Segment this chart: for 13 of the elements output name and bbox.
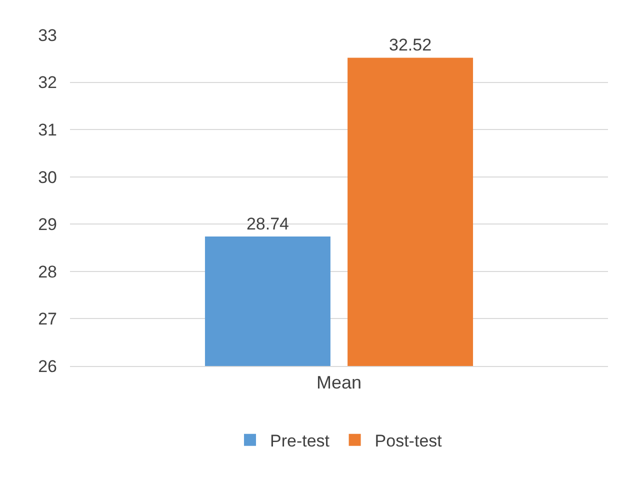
- y-tick-label: 33: [38, 26, 57, 45]
- data-label: 28.74: [246, 214, 289, 234]
- y-tick-label: 31: [38, 120, 57, 140]
- y-tick-label: 26: [38, 356, 57, 376]
- y-tick-label: 32: [38, 73, 57, 92]
- legend-label: Post-test: [374, 431, 442, 450]
- y-tick-label: 29: [38, 215, 57, 234]
- y-tick-label: 27: [38, 310, 57, 329]
- y-tick-label: 30: [38, 168, 57, 187]
- legend-label: Pre-test: [270, 431, 330, 450]
- y-tick-label: 28: [38, 262, 57, 282]
- x-tick-label: Mean: [316, 372, 362, 393]
- data-label: 32.52: [389, 36, 432, 55]
